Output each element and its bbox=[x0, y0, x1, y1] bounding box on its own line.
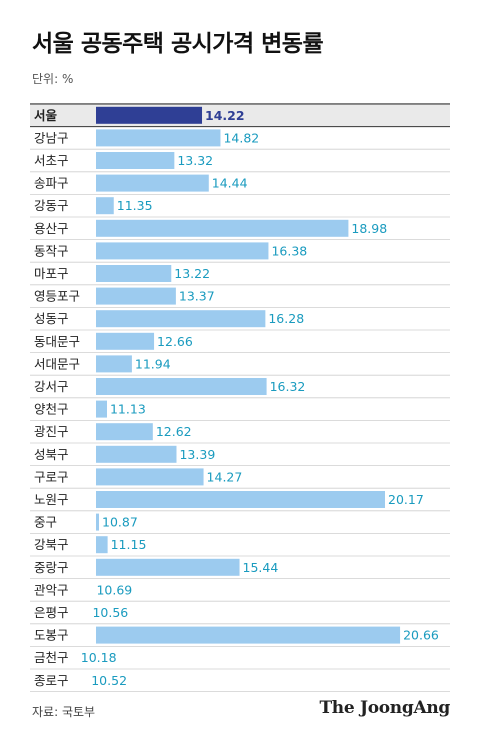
bar bbox=[96, 287, 176, 305]
value-label: 11.35 bbox=[117, 198, 153, 213]
bar bbox=[96, 626, 401, 644]
category-label: 도봉구 bbox=[34, 628, 69, 643]
value-label: 20.17 bbox=[388, 492, 424, 507]
bar bbox=[96, 468, 204, 486]
bar bbox=[96, 423, 153, 441]
category-label: 관악구 bbox=[34, 582, 69, 597]
bar bbox=[96, 558, 240, 576]
value-label: 16.28 bbox=[268, 311, 304, 326]
category-label: 동작구 bbox=[34, 243, 69, 258]
bar bbox=[96, 152, 175, 169]
bar bbox=[96, 219, 349, 237]
value-label: 10.69 bbox=[96, 582, 132, 597]
value-label: 14.27 bbox=[207, 469, 243, 484]
value-label: 12.66 bbox=[157, 334, 193, 349]
value-label: 11.94 bbox=[135, 356, 171, 371]
category-label: 동대문구 bbox=[34, 334, 80, 349]
bar bbox=[96, 310, 266, 328]
category-label: 강북구 bbox=[34, 537, 69, 552]
bar bbox=[96, 332, 155, 350]
bar bbox=[96, 129, 221, 147]
bar bbox=[96, 265, 172, 282]
bar bbox=[96, 400, 107, 418]
bar bbox=[96, 106, 203, 124]
value-label: 10.18 bbox=[81, 650, 117, 665]
category-label: 서울 bbox=[34, 108, 58, 123]
value-label: 16.38 bbox=[271, 243, 307, 258]
bar bbox=[96, 242, 269, 260]
value-label: 14.82 bbox=[223, 130, 259, 145]
category-label: 은평구 bbox=[34, 605, 69, 620]
value-label: 10.52 bbox=[91, 673, 127, 688]
bar bbox=[96, 513, 99, 531]
value-label: 11.15 bbox=[111, 537, 147, 552]
value-label: 10.56 bbox=[92, 605, 128, 620]
source-note: 자료: 국토부 bbox=[32, 705, 96, 719]
bar bbox=[96, 536, 108, 554]
bar bbox=[96, 445, 177, 463]
value-label: 13.22 bbox=[174, 266, 210, 281]
category-label: 서대문구 bbox=[34, 356, 80, 371]
category-label: 강서구 bbox=[34, 379, 69, 394]
category-label: 광진구 bbox=[34, 424, 69, 439]
category-label: 서초구 bbox=[34, 153, 69, 168]
category-label: 구로구 bbox=[34, 469, 69, 484]
value-label: 12.62 bbox=[156, 424, 192, 439]
value-label: 14.44 bbox=[212, 176, 248, 191]
category-label: 영등포구 bbox=[34, 289, 80, 304]
brand-logo: The JoongAng bbox=[319, 698, 450, 718]
value-label: 13.32 bbox=[177, 153, 213, 168]
bar bbox=[96, 197, 114, 215]
category-label: 양천구 bbox=[34, 402, 69, 417]
category-label: 성동구 bbox=[34, 311, 69, 326]
value-label: 11.13 bbox=[110, 402, 146, 417]
value-label: 18.98 bbox=[351, 221, 387, 236]
category-label: 종로구 bbox=[34, 673, 69, 688]
value-label: 13.39 bbox=[179, 447, 215, 462]
value-label: 15.44 bbox=[243, 560, 279, 575]
value-label: 14.22 bbox=[205, 108, 245, 123]
category-label: 강남구 bbox=[34, 130, 69, 145]
category-label: 성북구 bbox=[34, 447, 69, 462]
category-label: 마포구 bbox=[34, 266, 69, 281]
category-label: 노원구 bbox=[34, 492, 69, 507]
unit-label: 단위: % bbox=[32, 72, 74, 86]
category-label: 중구 bbox=[34, 515, 57, 530]
bar bbox=[96, 355, 132, 373]
page-title: 서울 공동주택 공시가격 변동률 bbox=[32, 31, 324, 57]
value-label: 16.32 bbox=[270, 379, 306, 394]
bar bbox=[96, 378, 267, 395]
value-label: 13.37 bbox=[179, 289, 215, 304]
bar bbox=[96, 174, 209, 192]
category-label: 금천구 bbox=[34, 650, 69, 665]
bar bbox=[96, 491, 385, 508]
value-label: 10.87 bbox=[102, 515, 138, 530]
value-label: 20.66 bbox=[403, 628, 439, 643]
category-label: 용산구 bbox=[34, 221, 69, 236]
category-label: 송파구 bbox=[34, 176, 69, 191]
category-label: 중랑구 bbox=[34, 560, 69, 575]
category-label: 강동구 bbox=[34, 198, 69, 213]
